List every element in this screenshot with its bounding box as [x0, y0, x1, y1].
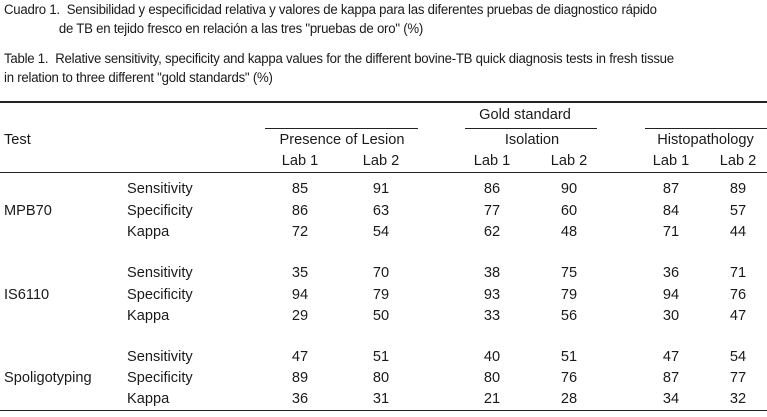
cell: 29	[291, 308, 309, 324]
cell: 36	[291, 391, 309, 407]
caption-english-text1: Relative sensitivity, specificity and ka…	[55, 51, 674, 67]
measure-label: Kappa	[127, 308, 170, 324]
cell: 86	[291, 203, 309, 219]
rule-histopathology	[645, 128, 767, 129]
cell: 54	[372, 224, 390, 240]
cell: 34	[662, 391, 680, 407]
header-test: Test	[4, 132, 31, 148]
cell: 30	[662, 308, 680, 324]
cell: 94	[291, 287, 309, 303]
header-lab: Lab 1	[473, 153, 511, 169]
caption-spanish-line1: Cuadro 1. Sensibilidad y especificidad r…	[4, 1, 767, 20]
test-name: IS6110	[4, 287, 50, 303]
cell: 86	[483, 181, 501, 197]
caption-english: Table 1. Relative sensitivity, specifici…	[4, 50, 767, 88]
cell: 32	[729, 391, 747, 407]
cell: 47	[662, 349, 680, 365]
cell: 87	[662, 181, 680, 197]
cell: 76	[560, 370, 578, 386]
cell: 36	[662, 265, 680, 281]
caption-english-line2: in relation to three different "gold sta…	[4, 70, 273, 86]
caption-english-line1: Table 1. Relative sensitivity, specifici…	[4, 50, 767, 69]
cell: 57	[729, 203, 747, 219]
measure-label: Sensitivity	[127, 349, 193, 365]
cell: 48	[560, 224, 578, 240]
cell: 70	[372, 265, 390, 281]
cell: 47	[291, 349, 309, 365]
caption-spanish: Cuadro 1. Sensibilidad y especificidad r…	[4, 1, 767, 39]
cell: 89	[291, 370, 309, 386]
cell: 44	[729, 224, 747, 240]
rule-isolation	[465, 128, 597, 129]
cell: 21	[483, 391, 501, 407]
rule-presence-of-lesion	[265, 128, 418, 129]
cell: 77	[483, 203, 501, 219]
cell: 79	[560, 287, 578, 303]
cell: 84	[662, 203, 680, 219]
header-group-isolation: Isolation	[504, 132, 560, 148]
table-header-bottom-rule	[0, 172, 767, 173]
cell: 72	[291, 224, 309, 240]
header-lab: Lab 1	[281, 153, 319, 169]
measure-label: Specificity	[127, 370, 193, 386]
test-name: MPB70	[4, 203, 52, 219]
cell: 56	[560, 308, 578, 324]
cell: 80	[483, 370, 501, 386]
cell: 35	[291, 265, 309, 281]
cell: 85	[291, 181, 309, 197]
measure-label: Specificity	[127, 287, 193, 303]
cell: 28	[560, 391, 578, 407]
measure-label: Specificity	[127, 203, 193, 219]
cell: 31	[372, 391, 390, 407]
table-bottom-rule	[0, 410, 767, 411]
measure-label: Kappa	[127, 224, 170, 240]
test-name: Spoligotyping	[4, 370, 92, 386]
cell: 62	[483, 224, 501, 240]
cell: 38	[483, 265, 501, 281]
measure-label: Sensitivity	[127, 265, 193, 281]
cell: 50	[372, 308, 390, 324]
cell: 91	[372, 181, 390, 197]
caption-spanish-line2: de TB en tejido fresco en relación a las…	[58, 21, 424, 37]
cell: 79	[372, 287, 390, 303]
table-top-rule	[0, 101, 767, 103]
caption-english-label: Table 1.	[4, 51, 49, 67]
cell: 87	[662, 370, 680, 386]
cell: 54	[729, 349, 747, 365]
cell: 75	[560, 265, 578, 281]
measure-label: Sensitivity	[127, 181, 193, 197]
cell: 51	[372, 349, 390, 365]
cell: 71	[662, 224, 680, 240]
caption-spanish-label: Cuadro 1.	[4, 2, 60, 18]
cell: 60	[560, 203, 578, 219]
header-lab: Lab 2	[362, 153, 400, 169]
cell: 93	[483, 287, 501, 303]
cell: 76	[729, 287, 747, 303]
header-lab: Lab 2	[719, 153, 757, 169]
cell: 40	[483, 349, 501, 365]
header-group-histopathology: Histopathology	[657, 132, 754, 148]
cell: 51	[560, 349, 578, 365]
cell: 89	[729, 181, 747, 197]
header-lab: Lab 2	[550, 153, 588, 169]
cell: 77	[729, 370, 747, 386]
cell: 33	[483, 308, 501, 324]
caption-spanish-text1: Sensibilidad y especificidad relativa y …	[66, 2, 657, 18]
cell: 47	[729, 308, 747, 324]
cell: 71	[729, 265, 747, 281]
measure-label: Kappa	[127, 391, 170, 407]
cell: 80	[372, 370, 390, 386]
cell: 90	[560, 181, 578, 197]
header-lab: Lab 1	[652, 153, 690, 169]
header-group-presence-of-lesion: Presence of Lesion	[279, 132, 405, 148]
cell: 94	[662, 287, 680, 303]
cell: 63	[372, 203, 390, 219]
header-gold-standard: Gold standard	[479, 107, 571, 123]
